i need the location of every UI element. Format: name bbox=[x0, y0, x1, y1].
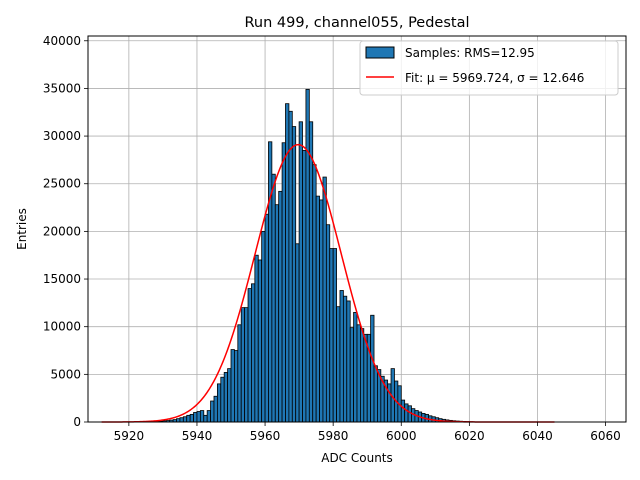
histogram-bar bbox=[244, 307, 249, 423]
histogram-bar bbox=[295, 243, 300, 423]
x-axis-label: ADC Counts bbox=[321, 451, 393, 465]
histogram-bar bbox=[237, 324, 242, 423]
y-tick-label: 5000 bbox=[50, 367, 81, 381]
histogram-bar bbox=[182, 416, 188, 423]
y-tick-label: 30000 bbox=[43, 129, 81, 143]
histogram-bar bbox=[206, 410, 211, 423]
plot-frame bbox=[87, 35, 627, 423]
y-axis-label: Entries bbox=[15, 208, 29, 250]
x-axis-ticks: 5920 5940 5960 5980 6000 6020 6040 6060 bbox=[114, 422, 621, 443]
histogram-bar bbox=[176, 418, 181, 423]
histogram-bar bbox=[298, 121, 303, 423]
chart-title: Run 499, channel055, Pedestal bbox=[244, 15, 469, 31]
y-tick-label: 20000 bbox=[43, 224, 81, 238]
y-tick-label: 10000 bbox=[43, 320, 81, 334]
histogram-bar bbox=[325, 224, 331, 423]
histogram-bar bbox=[349, 327, 354, 423]
histogram-bar bbox=[193, 412, 198, 423]
histogram-bar bbox=[254, 254, 259, 423]
legend: Samples: RMS=12.95 Fit: μ = 5969.724, σ … bbox=[359, 40, 619, 96]
histogram-bar bbox=[400, 399, 406, 423]
histogram-bar bbox=[281, 142, 286, 423]
histogram-bar bbox=[339, 290, 344, 423]
histogram-bar bbox=[302, 149, 307, 423]
histogram-bar bbox=[373, 365, 378, 423]
histogram-bar bbox=[251, 283, 256, 423]
histogram-bar bbox=[189, 413, 194, 423]
histogram-bar bbox=[213, 395, 218, 423]
histogram-bar bbox=[199, 410, 205, 423]
histogram-bar bbox=[308, 121, 314, 423]
histogram-bar bbox=[329, 248, 334, 423]
histogram-bar bbox=[274, 204, 280, 423]
x-tick-label: 5980 bbox=[318, 429, 349, 443]
histogram-bar bbox=[319, 199, 324, 423]
histogram-bar bbox=[264, 213, 269, 423]
legend-swatch-samples bbox=[365, 46, 395, 59]
histogram-bar bbox=[291, 126, 297, 423]
y-tick-label: 15000 bbox=[43, 272, 81, 286]
legend-box bbox=[359, 40, 619, 96]
y-tick-label: 25000 bbox=[43, 177, 81, 191]
x-tick-label: 6000 bbox=[386, 429, 417, 443]
histogram-bar bbox=[240, 307, 246, 423]
histogram-bar bbox=[210, 400, 215, 423]
histogram-bar bbox=[203, 414, 208, 423]
histogram-bar bbox=[186, 414, 191, 423]
histogram-bar bbox=[278, 190, 283, 423]
histogram-bar bbox=[230, 349, 235, 423]
histogram-bar bbox=[305, 88, 310, 423]
histogram-bar bbox=[360, 328, 365, 423]
histogram-bar bbox=[407, 405, 412, 423]
y-tick-label: 0 bbox=[73, 415, 81, 429]
histogram-bar bbox=[216, 383, 222, 423]
histogram-bar bbox=[227, 368, 232, 423]
histogram-bar bbox=[220, 376, 225, 423]
histogram-bar bbox=[247, 288, 252, 423]
histogram-bar bbox=[353, 311, 358, 423]
histogram-bar bbox=[370, 314, 375, 423]
legend-label-fit: Fit: μ = 5969.724, σ = 12.646 bbox=[405, 71, 584, 85]
x-tick-label: 6040 bbox=[522, 429, 553, 443]
histogram-bar bbox=[223, 372, 229, 423]
y-axis-ticks: 0 5000 10000 15000 20000 25000 30000 35000 40000 bbox=[43, 34, 88, 429]
histogram-bars bbox=[148, 88, 474, 423]
x-tick-label: 6060 bbox=[590, 429, 621, 443]
x-tick-label: 6020 bbox=[454, 429, 485, 443]
y-tick-label: 40000 bbox=[43, 34, 81, 48]
histogram-bar bbox=[322, 176, 327, 423]
x-tick-label: 5960 bbox=[250, 429, 281, 443]
histogram-bar bbox=[363, 333, 368, 423]
histogram-bar bbox=[196, 411, 201, 423]
histogram-bar bbox=[234, 350, 239, 423]
histogram-bar bbox=[346, 300, 351, 423]
x-tick-label: 5940 bbox=[182, 429, 213, 443]
histogram-bar bbox=[261, 230, 266, 423]
histogram-bar bbox=[336, 306, 341, 423]
legend-label-samples: Samples: RMS=12.95 bbox=[405, 46, 535, 60]
histogram-bar bbox=[312, 164, 317, 423]
x-tick-label: 5920 bbox=[114, 429, 145, 443]
histogram-bar bbox=[332, 248, 337, 423]
histogram-bar bbox=[342, 295, 348, 423]
y-tick-label: 35000 bbox=[43, 81, 81, 95]
histogram-bar bbox=[288, 110, 293, 423]
histogram-bar bbox=[271, 173, 276, 423]
histogram-bar bbox=[356, 324, 361, 423]
histogram-bar bbox=[404, 403, 409, 423]
histogram-bar bbox=[268, 141, 273, 423]
histogram-bar bbox=[257, 259, 263, 423]
histogram-bar bbox=[179, 417, 184, 423]
histogram-bar bbox=[315, 195, 320, 423]
